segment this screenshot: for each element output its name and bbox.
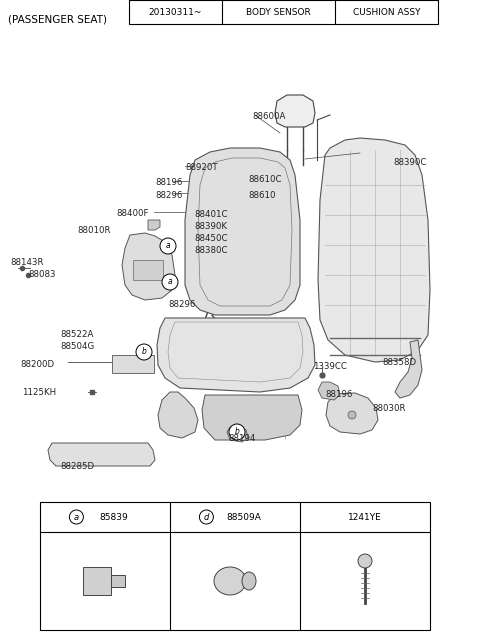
Text: a: a [166, 241, 170, 250]
Text: 88610C: 88610C [248, 175, 281, 184]
Text: 88030R: 88030R [372, 404, 406, 413]
Polygon shape [158, 392, 198, 438]
Text: BODY SENSOR: BODY SENSOR [246, 8, 311, 17]
Text: 88600A: 88600A [252, 112, 286, 121]
Polygon shape [48, 443, 155, 466]
Text: 88285D: 88285D [60, 462, 94, 471]
Text: 88610: 88610 [248, 191, 276, 200]
Text: 88450C: 88450C [194, 234, 228, 243]
Text: a: a [74, 512, 79, 521]
Text: 88390K: 88390K [194, 222, 227, 231]
Bar [112, 355, 154, 373]
Text: 88194: 88194 [228, 434, 255, 443]
Text: 88296: 88296 [155, 191, 182, 200]
Polygon shape [148, 220, 160, 230]
Text: 88390C: 88390C [393, 158, 426, 167]
Circle shape [358, 554, 372, 568]
Bar [133, 260, 163, 280]
Text: (PASSENGER SEAT): (PASSENGER SEAT) [8, 14, 107, 24]
Bar [129, 0, 438, 24]
Text: 88400F: 88400F [116, 209, 148, 218]
Bar [40, 502, 430, 630]
Text: b: b [235, 428, 240, 437]
Bar [83, 567, 111, 595]
Text: 88401C: 88401C [194, 210, 228, 219]
Ellipse shape [242, 572, 256, 590]
Text: 88196: 88196 [325, 390, 352, 399]
Circle shape [162, 274, 178, 290]
Text: 85839: 85839 [100, 512, 129, 521]
Circle shape [70, 510, 84, 524]
Text: 88296: 88296 [168, 300, 195, 309]
Text: 88522A: 88522A [60, 330, 94, 339]
Circle shape [229, 424, 245, 440]
Text: 88358D: 88358D [382, 358, 416, 367]
Text: 88504G: 88504G [60, 342, 94, 351]
Polygon shape [326, 393, 378, 434]
Polygon shape [122, 233, 175, 300]
Polygon shape [227, 427, 248, 442]
Circle shape [160, 238, 176, 254]
Text: CUSHION ASSY: CUSHION ASSY [353, 8, 420, 17]
Text: 1125KH: 1125KH [22, 388, 56, 397]
Text: 88509A: 88509A [227, 512, 262, 521]
Text: 1339CC: 1339CC [313, 362, 347, 371]
Text: b: b [142, 347, 146, 356]
Circle shape [199, 510, 214, 524]
Text: 88200D: 88200D [20, 360, 54, 369]
Polygon shape [185, 148, 300, 315]
Text: a: a [168, 277, 172, 286]
Bar [111, 575, 125, 587]
Circle shape [348, 411, 356, 419]
Text: 88083: 88083 [28, 270, 56, 279]
Text: d: d [204, 512, 209, 521]
Polygon shape [318, 382, 340, 400]
Text: 88196: 88196 [155, 178, 182, 187]
Circle shape [136, 344, 152, 360]
Text: 1241YE: 1241YE [348, 512, 382, 521]
Text: 20130311~: 20130311~ [149, 8, 202, 17]
Text: 88143R: 88143R [10, 258, 44, 267]
Ellipse shape [214, 567, 246, 595]
Polygon shape [395, 340, 422, 398]
Text: 88010R: 88010R [77, 226, 110, 235]
Text: 88920T: 88920T [185, 163, 217, 172]
Text: 88380C: 88380C [194, 246, 228, 255]
Polygon shape [275, 95, 315, 127]
Polygon shape [202, 395, 302, 440]
Polygon shape [157, 318, 315, 392]
Polygon shape [318, 138, 430, 362]
